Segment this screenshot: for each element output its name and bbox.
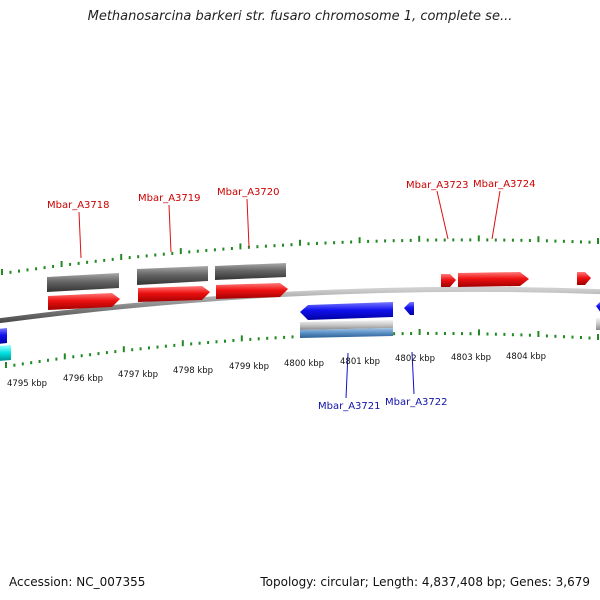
cds-track [47,263,286,292]
gene-Mbar_A3719[interactable] [138,286,210,302]
gene-label-Mbar_A3719[interactable]: Mbar_A3719 [138,193,201,204]
chromosome-backbone [0,286,600,324]
gene-Mbar_A3718[interactable] [48,293,120,310]
gene-label-Mbar_A3723[interactable]: Mbar_A3723 [406,180,469,191]
gene-label-Mbar_A3720[interactable]: Mbar_A3720 [217,187,280,198]
tick-label: 4795 kbp [7,379,47,389]
map-title: Methanosarcina barkeri str. fusaro chrom… [87,9,513,24]
tick-label: 4798 kbp [173,366,213,376]
gene-reverse-edge-right[interactable] [596,301,600,313]
gene-Mbar_A3722[interactable] [404,302,414,315]
cds-feature [137,266,208,285]
gene-Mbar_A3720[interactable] [216,283,288,299]
reverse-gene-labels: Mbar_A3721 Mbar_A3722 [318,351,448,412]
cds-feature [300,328,393,338]
gene-label-Mbar_A3724[interactable]: Mbar_A3724 [473,179,536,190]
tick-label: 4796 kbp [63,374,103,384]
gene-label-Mbar_A3721[interactable]: Mbar_A3721 [318,401,381,412]
tick-label: 4802 kbp [395,354,435,364]
tick-label: 4797 kbp [118,370,158,380]
cds-feature [47,273,119,292]
outer-tick-ring [1,235,599,275]
tick-label: 4804 kbp [506,352,546,362]
reverse-gene-track [0,301,600,344]
gene-Mbar_A3721[interactable] [300,302,393,320]
genome-summary-text: Topology: circular; Length: 4,837,408 bp… [260,575,590,589]
cds-feature [300,320,393,330]
cds-feature [596,318,600,330]
inner-tick-ring [5,329,599,368]
reverse-cds-track [0,318,600,361]
tick-label: 4801 kbp [340,357,380,367]
cds-feature [215,263,286,280]
tick-label: 4803 kbp [451,353,491,363]
gene-Mbar_A3724[interactable] [458,272,529,287]
gene-Mbar_A3723[interactable] [441,274,456,287]
gene-forward-edge[interactable] [577,272,591,285]
gene-label-Mbar_A3718[interactable]: Mbar_A3718 [47,200,110,211]
gene-reverse-edge-left[interactable] [0,328,7,344]
kbp-tick-labels: 4795 kbp 4796 kbp 4797 kbp 4798 kbp 4799… [7,352,546,389]
tick-label: 4800 kbp [284,359,324,369]
cds-feature [0,345,11,361]
gene-label-Mbar_A3722[interactable]: Mbar_A3722 [385,397,448,408]
tick-label: 4799 kbp [229,362,269,372]
forward-gene-track [48,272,591,310]
accession-text: Accession: NC_007355 [9,575,146,589]
forward-gene-labels: Mbar_A3718 Mbar_A3719 Mbar_A3720 Mbar_A3… [47,179,536,259]
